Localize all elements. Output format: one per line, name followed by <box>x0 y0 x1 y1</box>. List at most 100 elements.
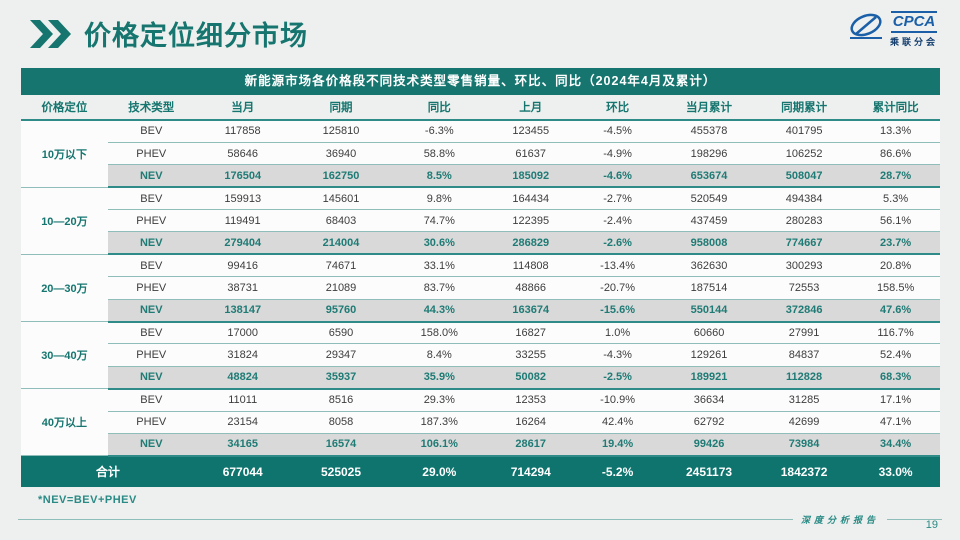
total-value-cell: 29.0% <box>391 455 488 487</box>
value-cell: 47.1% <box>851 411 940 434</box>
value-cell: 72553 <box>757 276 852 300</box>
col-header: 累计同比 <box>851 95 940 121</box>
value-cell: 74.7% <box>391 209 488 233</box>
tech-type-cell: PHEV <box>107 343 195 367</box>
value-cell: 176504 <box>194 164 291 189</box>
value-cell: 73984 <box>757 433 852 457</box>
value-cell: 16574 <box>290 433 392 457</box>
value-cell: 362630 <box>661 254 758 278</box>
value-cell: 99416 <box>194 254 291 278</box>
value-cell: 83.7% <box>391 276 488 300</box>
value-cell: 31824 <box>194 343 291 367</box>
value-cell: 52.4% <box>851 343 940 367</box>
col-header: 同比 <box>391 95 488 121</box>
value-cell: 27991 <box>757 321 852 345</box>
value-cell: 372846 <box>757 299 852 323</box>
value-cell: 279404 <box>194 231 291 256</box>
value-cell: -4.3% <box>574 343 662 367</box>
value-cell: 123455 <box>487 120 575 143</box>
value-cell: 494384 <box>757 187 852 211</box>
value-cell: 36940 <box>290 142 392 166</box>
value-cell: 48866 <box>487 276 575 300</box>
value-cell: 117858 <box>194 120 291 143</box>
value-cell: 158.5% <box>851 276 940 300</box>
footer-rule: 深度分析报告 <box>18 513 942 526</box>
tech-type-cell: BEV <box>107 254 195 278</box>
col-header: 同期 <box>290 95 392 121</box>
tech-type-cell: NEV <box>107 164 195 189</box>
value-cell: -2.6% <box>574 231 662 256</box>
value-cell: 28617 <box>487 433 575 457</box>
price-segment-label: 10—20万 <box>21 187 108 255</box>
value-cell: 48824 <box>194 366 291 390</box>
col-header: 上月 <box>487 95 575 121</box>
value-cell: 42.4% <box>574 411 662 434</box>
value-cell: 550144 <box>661 299 758 323</box>
value-cell: 17000 <box>194 321 291 345</box>
value-cell: -15.6% <box>574 299 662 323</box>
table-header-row: 价格定位 技术类型 当月 同期 同比 上月 环比 当月累计 同期累计 累计同比 <box>21 95 940 121</box>
tech-type-cell: BEV <box>107 187 195 211</box>
data-table-wrap: 新能源市场各价格段不同技术类型零售销量、环比、同比（2024年4月及累计） 价格… <box>21 68 940 487</box>
table-row: 10万以下 BEV 117858 125810 -6.3% 123455 -4.5% 4553… <box>21 120 940 188</box>
col-header: 技术类型 <box>107 95 195 121</box>
value-cell: 23154 <box>194 411 291 434</box>
value-cell: -10.9% <box>574 388 662 412</box>
value-cell: 34.4% <box>851 433 940 457</box>
value-cell: 9.8% <box>391 187 488 211</box>
cpca-logo: CPCA 乘联分会 <box>846 10 938 49</box>
total-value-cell: 714294 <box>487 455 575 487</box>
value-cell: 653674 <box>661 164 758 189</box>
col-header: 环比 <box>574 95 662 121</box>
tech-type-cell: NEV <box>107 433 195 457</box>
value-cell: 145601 <box>290 187 392 211</box>
value-cell: 35937 <box>290 366 392 390</box>
value-cell: 280283 <box>757 209 852 233</box>
value-cell: 36634 <box>661 388 758 412</box>
value-cell: 138147 <box>194 299 291 323</box>
price-segment-label: 20—30万 <box>21 254 108 323</box>
value-cell: 23.7% <box>851 231 940 256</box>
double-chevron-icon <box>30 19 74 48</box>
value-cell: 21089 <box>290 276 392 300</box>
value-cell: 60660 <box>661 321 758 345</box>
value-cell: 520549 <box>661 187 758 211</box>
value-cell: 95760 <box>290 299 392 323</box>
table-row: 30—40万 BEV 17000 6590 158.0% 16827 1.0% 60660 27… <box>21 321 940 390</box>
total-label: 合计 <box>21 455 195 487</box>
table-row: 40万以上 BEV 11011 8516 29.3% 12353 -10.9% 36634 31… <box>21 388 940 457</box>
value-cell: 20.8% <box>851 254 940 278</box>
value-cell: 401795 <box>757 120 852 143</box>
value-cell: 119491 <box>194 209 291 233</box>
tech-type-cell: NEV <box>107 231 195 256</box>
value-cell: 58646 <box>194 142 291 166</box>
value-cell: 11011 <box>194 388 291 412</box>
value-cell: 187514 <box>661 276 758 300</box>
sales-table: 价格定位 技术类型 当月 同期 同比 上月 环比 当月累计 同期累计 累计同比 … <box>21 95 940 487</box>
value-cell: 122395 <box>487 209 575 233</box>
value-cell: 106.1% <box>391 433 488 457</box>
total-value-cell: 1842372 <box>757 455 852 487</box>
value-cell: 58.8% <box>391 142 488 166</box>
logo-subtitle: 乘联分会 <box>889 36 938 47</box>
total-value-cell: -5.2% <box>574 455 662 487</box>
tech-type-cell: PHEV <box>107 276 195 300</box>
tech-type-cell: PHEV <box>107 209 195 233</box>
value-cell: 68403 <box>290 209 392 233</box>
value-cell: 114808 <box>487 254 575 278</box>
value-cell: 35.9% <box>391 366 488 390</box>
tech-type-cell: BEV <box>107 321 195 345</box>
value-cell: 16827 <box>487 321 575 345</box>
page-number: 19 <box>925 519 938 531</box>
page-title: 价格定位细分市场 <box>84 21 308 51</box>
value-cell: 164434 <box>487 187 575 211</box>
value-cell: 437459 <box>661 209 758 233</box>
value-cell: -6.3% <box>391 120 488 143</box>
tech-type-cell: BEV <box>107 120 195 143</box>
value-cell: 106252 <box>757 142 852 166</box>
value-cell: 28.7% <box>851 164 940 189</box>
value-cell: 286829 <box>487 231 575 256</box>
value-cell: 74671 <box>290 254 392 278</box>
value-cell: 774667 <box>757 231 852 256</box>
